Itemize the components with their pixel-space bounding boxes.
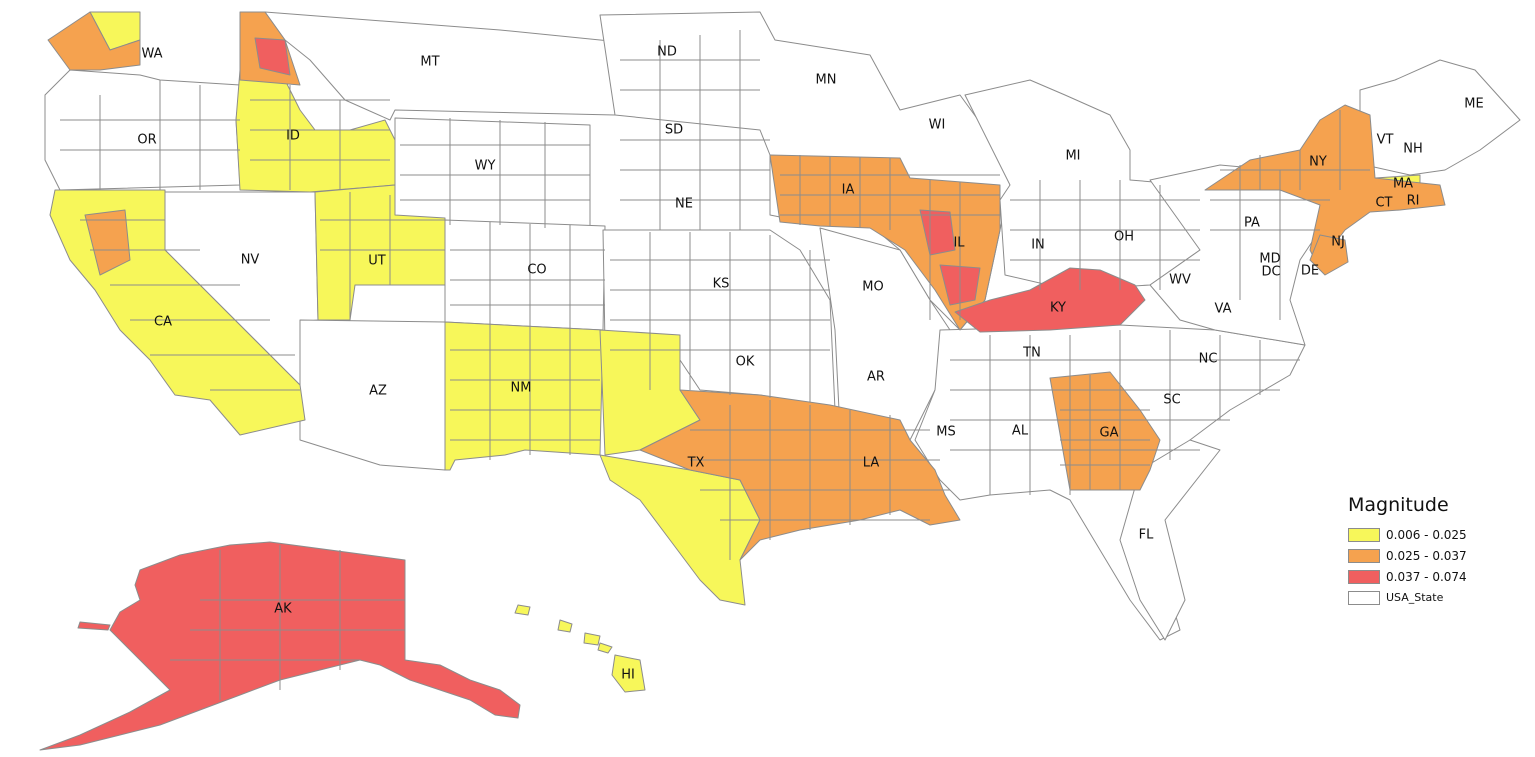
state-label-hi: HI bbox=[621, 667, 635, 683]
state-label-va: VA bbox=[1214, 301, 1232, 317]
state-label-de: DE bbox=[1300, 263, 1320, 279]
map-legend: Magnitude 0.006 - 0.025 0.025 - 0.037 0.… bbox=[1348, 494, 1498, 608]
state-shape-co bbox=[444, 219, 606, 331]
state-label-ri: RI bbox=[1406, 193, 1420, 209]
state-label-mi: MI bbox=[1065, 148, 1081, 164]
state-label-pa: PA bbox=[1244, 215, 1260, 231]
state-label-ks: KS bbox=[712, 276, 730, 292]
legend-item: 0.037 - 0.074 bbox=[1348, 566, 1498, 587]
state-label-nc: NC bbox=[1198, 351, 1218, 367]
legend-title: Magnitude bbox=[1348, 494, 1449, 516]
state-shape-new-england bbox=[1359, 59, 1521, 176]
state-label-mo: MO bbox=[862, 279, 884, 295]
legend-swatch bbox=[1348, 548, 1380, 563]
state-label-ut: UT bbox=[368, 253, 386, 269]
state-label-mn: MN bbox=[815, 72, 837, 88]
state-label-tx: TX bbox=[687, 455, 705, 471]
state-label-nd: ND bbox=[657, 44, 677, 60]
state-label-or: OR bbox=[137, 132, 157, 148]
legend-label: USA_State bbox=[1386, 591, 1444, 604]
state-label-ma: MA bbox=[1392, 176, 1414, 192]
state-shape-or bbox=[44, 69, 241, 191]
region-ut-yellow bbox=[314, 184, 446, 321]
state-shape-fl-sc bbox=[1119, 439, 1221, 641]
legend-swatch bbox=[1348, 527, 1380, 542]
region-ia-il-orange bbox=[769, 154, 1001, 331]
legend-swatch bbox=[1348, 590, 1380, 605]
state-label-nv: NV bbox=[240, 252, 260, 268]
state-label-id: ID bbox=[286, 128, 300, 144]
region-hi-islands bbox=[514, 604, 613, 654]
state-label-md: MD bbox=[1259, 251, 1281, 267]
state-label-fl: FL bbox=[1138, 527, 1154, 543]
state-label-ga: GA bbox=[1099, 425, 1119, 441]
legend-label: 0.037 - 0.074 bbox=[1386, 569, 1467, 584]
state-label-nh: NH bbox=[1403, 141, 1423, 157]
state-label-ia: IA bbox=[841, 182, 855, 198]
state-label-in: IN bbox=[1031, 237, 1045, 253]
state-label-sc: SC bbox=[1163, 392, 1181, 408]
region-tx-la-orange bbox=[639, 389, 961, 561]
region-nj-orange bbox=[1309, 234, 1349, 276]
state-label-ca: CA bbox=[154, 314, 172, 330]
state-label-wa: WA bbox=[141, 46, 163, 62]
state-label-ms: MS bbox=[936, 424, 956, 440]
state-shape-mt bbox=[264, 11, 621, 121]
state-label-co: CO bbox=[527, 262, 547, 278]
state-label-nj: NJ bbox=[1331, 234, 1345, 250]
state-label-me: ME bbox=[1464, 96, 1484, 112]
state-label-il: IL bbox=[953, 235, 965, 251]
region-nm-yellow bbox=[444, 321, 604, 471]
state-label-tn: TN bbox=[1023, 345, 1041, 361]
state-label-sd: SD bbox=[664, 122, 684, 138]
state-label-oh: OH bbox=[1113, 229, 1135, 245]
legend-item: 0.006 - 0.025 bbox=[1348, 524, 1498, 545]
state-label-dc: DC bbox=[1261, 264, 1281, 280]
state-label-mt: MT bbox=[420, 54, 440, 70]
region-ky-red bbox=[954, 267, 1146, 333]
legend-swatch bbox=[1348, 569, 1380, 584]
region-ca-orange bbox=[84, 209, 131, 276]
state-label-ny: NY bbox=[1309, 154, 1327, 170]
state-label-nm: NM bbox=[510, 380, 532, 396]
legend-item: USA_State bbox=[1348, 587, 1498, 608]
region-id-north-red bbox=[254, 37, 291, 76]
legend-label: 0.025 - 0.037 bbox=[1386, 548, 1467, 563]
region-il-red-patches bbox=[919, 209, 981, 306]
county-grid bbox=[60, 30, 1370, 700]
state-label-wv: WV bbox=[1169, 272, 1191, 288]
region-ak-islands bbox=[77, 621, 111, 631]
state-label-wy: WY bbox=[474, 158, 496, 174]
state-label-la: LA bbox=[862, 455, 880, 471]
state-label-ct: CT bbox=[1375, 195, 1393, 211]
state-label-vt: VT bbox=[1376, 132, 1394, 148]
legend-label: 0.006 - 0.025 bbox=[1386, 527, 1467, 542]
state-label-ne: NE bbox=[675, 196, 693, 212]
region-ga-orange bbox=[1049, 371, 1161, 491]
state-label-al: AL bbox=[1011, 423, 1029, 439]
state-label-az: AZ bbox=[369, 383, 387, 399]
region-wa-orange bbox=[47, 11, 141, 71]
state-label-wi: WI bbox=[928, 117, 946, 133]
state-shape-wy bbox=[394, 117, 591, 231]
state-label-ok: OK bbox=[735, 354, 755, 370]
state-label-ky: KY bbox=[1049, 300, 1067, 316]
region-hi-yellow bbox=[611, 654, 646, 693]
legend-item: 0.025 - 0.037 bbox=[1348, 545, 1498, 566]
state-label-ar: AR bbox=[867, 369, 885, 385]
state-label-ak: AK bbox=[274, 601, 292, 617]
region-ny-orange bbox=[1204, 104, 1446, 271]
